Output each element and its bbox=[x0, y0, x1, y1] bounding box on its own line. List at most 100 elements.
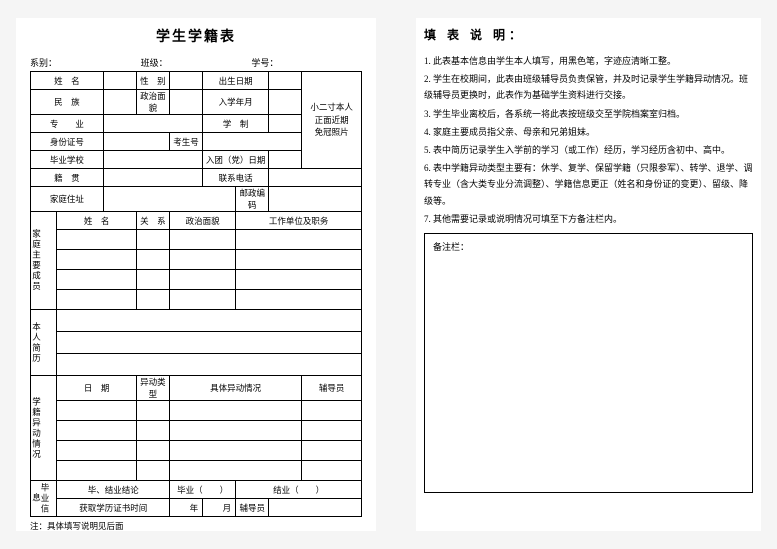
label-phone: 联系电话 bbox=[203, 169, 269, 187]
cell bbox=[103, 90, 136, 115]
cell bbox=[302, 441, 362, 461]
label-g-concl: 毕、结业结论 bbox=[57, 481, 170, 499]
label-enroll: 入学年月 bbox=[203, 90, 269, 115]
cell bbox=[57, 461, 136, 481]
cell bbox=[236, 230, 362, 250]
cell bbox=[269, 90, 302, 115]
label-name: 姓 名 bbox=[31, 72, 104, 90]
cell bbox=[103, 187, 235, 212]
form-title: 学生学籍表 bbox=[30, 26, 362, 46]
instr-item: 6. 表中学籍异动类型主要有：休学、复学、保留学籍（只限参军）、转学、退学、调转… bbox=[424, 160, 753, 209]
cell bbox=[103, 72, 136, 90]
label-g-jy: 结业（ ） bbox=[236, 481, 362, 499]
label-ch-tutor: 辅导员 bbox=[302, 376, 362, 401]
cell bbox=[236, 250, 362, 270]
class-label: 班级： bbox=[141, 56, 252, 69]
cell bbox=[103, 115, 202, 133]
notes-box: 备注栏： bbox=[424, 233, 753, 493]
cell bbox=[169, 421, 301, 441]
cell bbox=[57, 250, 136, 270]
cell bbox=[169, 270, 235, 290]
label-resume: 本人简历 bbox=[31, 310, 57, 376]
cell bbox=[169, 72, 202, 90]
instr-item: 3. 学生毕业离校后，各系统一将此表按班级交至学院档案室归档。 bbox=[424, 106, 753, 122]
cell bbox=[269, 169, 362, 187]
form-page: 学生学籍表 系别： 班级： 学号： 姓 名 性 别 出生日期 小二寸本人 正面近… bbox=[16, 18, 376, 531]
label-gender: 性 别 bbox=[136, 72, 169, 90]
label-zip: 邮政编码 bbox=[236, 187, 269, 212]
label-gradinfo: 毕业信息 bbox=[31, 481, 57, 517]
id-label: 学号： bbox=[251, 56, 362, 69]
form-header-line: 系别： 班级： 学号： bbox=[30, 56, 362, 69]
instr-item: 2. 学生在校期间，此表由班级辅导员负责保管，并及时记录学生学籍异动情况。班级辅… bbox=[424, 71, 753, 103]
cell bbox=[57, 310, 362, 332]
label-family: 家庭主要成员 bbox=[31, 212, 57, 310]
cell bbox=[103, 151, 202, 169]
cell bbox=[236, 290, 362, 310]
cell bbox=[236, 270, 362, 290]
cell bbox=[57, 421, 136, 441]
cell bbox=[169, 230, 235, 250]
cell bbox=[136, 230, 169, 250]
label-exam: 考生号 bbox=[169, 133, 202, 151]
label-major: 专 业 bbox=[31, 115, 104, 133]
cell bbox=[302, 421, 362, 441]
label-idno: 身份证号 bbox=[31, 133, 104, 151]
label-g-cert: 获取学历证书时间 bbox=[57, 499, 170, 517]
notes-label: 备注栏： bbox=[433, 242, 469, 252]
label-fam-work: 工作单位及职务 bbox=[236, 212, 362, 230]
label-native: 籍 贯 bbox=[31, 169, 104, 187]
cell bbox=[57, 270, 136, 290]
cell bbox=[57, 290, 136, 310]
cell bbox=[302, 461, 362, 481]
cell bbox=[103, 169, 202, 187]
label-g-y: 年 bbox=[169, 499, 202, 517]
label-ch-type: 异动类型 bbox=[136, 376, 169, 401]
footnote: 注：具体填写说明见后面 bbox=[30, 520, 362, 532]
instructions-page: 填 表 说 明： 1. 此表基本信息由学生本人填写，用黑色笔，字迹应清晰工整。 … bbox=[416, 18, 761, 531]
cell bbox=[269, 115, 302, 133]
label-fam-polit: 政治面貌 bbox=[169, 212, 235, 230]
label-g-tutor: 辅导员 bbox=[236, 499, 269, 517]
instr-title: 填 表 说 明： bbox=[424, 26, 753, 43]
cell bbox=[136, 290, 169, 310]
cell bbox=[169, 441, 301, 461]
instr-item: 1. 此表基本信息由学生本人填写，用黑色笔，字迹应清晰工整。 bbox=[424, 53, 753, 69]
label-fam-rel: 关 系 bbox=[136, 212, 169, 230]
label-birth: 出生日期 bbox=[203, 72, 269, 90]
label-edu: 学 制 bbox=[203, 115, 269, 133]
label-ch-detail: 具体异动情况 bbox=[169, 376, 301, 401]
instr-item: 4. 家庭主要成员指父亲、母亲和兄弟姐妹。 bbox=[424, 124, 753, 140]
cell bbox=[57, 354, 362, 376]
cell bbox=[169, 290, 235, 310]
cell bbox=[169, 90, 202, 115]
instr-item: 7. 其他需要记录或说明情况可填至下方备注栏内。 bbox=[424, 211, 753, 227]
cell bbox=[136, 421, 169, 441]
cell bbox=[136, 250, 169, 270]
dept-label: 系别： bbox=[30, 56, 141, 69]
cell bbox=[169, 250, 235, 270]
instr-item: 5. 表中简历记录学生入学前的学习（或工作）经历，学习经历含初中、高中。 bbox=[424, 142, 753, 158]
label-nation: 民 族 bbox=[31, 90, 104, 115]
label-addr: 家庭住址 bbox=[31, 187, 104, 212]
cell bbox=[136, 461, 169, 481]
label-ch-date: 日 期 bbox=[57, 376, 136, 401]
label-g-m: 月 bbox=[203, 499, 236, 517]
cell bbox=[203, 133, 302, 151]
photo-box: 小二寸本人 正面近期 免冠照片 bbox=[302, 72, 362, 169]
label-grad: 毕业学校 bbox=[31, 151, 104, 169]
label-fam-name: 姓 名 bbox=[57, 212, 136, 230]
cell bbox=[169, 461, 301, 481]
label-change: 学籍异动情况 bbox=[31, 376, 57, 481]
cell bbox=[269, 499, 362, 517]
cell bbox=[269, 72, 302, 90]
cell bbox=[103, 133, 169, 151]
cell bbox=[136, 270, 169, 290]
cell bbox=[57, 401, 136, 421]
cell bbox=[302, 401, 362, 421]
label-polit: 政治面貌 bbox=[136, 90, 169, 115]
cell bbox=[57, 441, 136, 461]
cell bbox=[136, 441, 169, 461]
cell bbox=[269, 151, 302, 169]
cell bbox=[57, 230, 136, 250]
